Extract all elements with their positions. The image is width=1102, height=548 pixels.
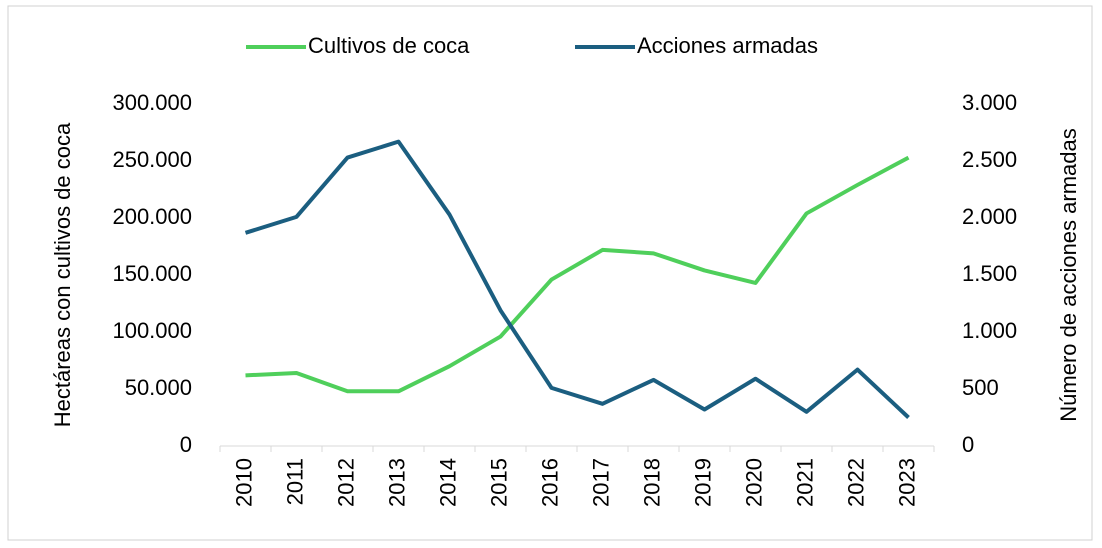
y-tick-label: 250.000 <box>112 147 192 172</box>
y2-tick-label: 2.000 <box>962 204 1017 229</box>
y2-axis-label: Número de acciones armadas <box>1056 128 1081 421</box>
x-tick-label: 2013 <box>384 458 409 507</box>
y-tick-label: 150.000 <box>112 261 192 286</box>
y-tick-label: 0 <box>180 432 192 457</box>
x-tick-label: 2012 <box>333 458 358 507</box>
series-line <box>244 139 910 419</box>
y2-tick-label: 1.500 <box>962 261 1017 286</box>
y2-tick-label: 500 <box>962 375 999 400</box>
y-axis-label: Hectáreas con cultivos de coca <box>50 122 75 427</box>
x-tick-label: 2010 <box>231 458 256 507</box>
x-tick-label: 2011 <box>282 458 307 505</box>
x-tick-label: 2023 <box>894 458 919 507</box>
x-tick-label: 2017 <box>588 458 613 507</box>
series-line <box>245 155 910 394</box>
x-tick-label: 2014 <box>435 458 460 507</box>
x-tick-label: 2016 <box>537 458 562 507</box>
x-tick-label: 2015 <box>486 458 511 507</box>
y2-tick-label: 0 <box>962 432 974 457</box>
y2-tick-label: 1.000 <box>962 318 1017 343</box>
y-tick-label: 300.000 <box>112 90 192 115</box>
y-tick-label: 50.000 <box>125 375 192 400</box>
legend-label: Acciones armadas <box>637 33 818 58</box>
x-tick-label: 2022 <box>843 458 868 507</box>
x-tick-label: 2021 <box>792 458 817 507</box>
y2-tick-label: 3.000 <box>962 90 1017 115</box>
y-tick-label: 200.000 <box>112 204 192 229</box>
x-tick-label: 2019 <box>690 458 715 507</box>
x-tick-label: 2018 <box>639 458 664 507</box>
y2-tick-label: 2.500 <box>962 147 1017 172</box>
legend-label: Cultivos de coca <box>308 33 470 58</box>
chart-border <box>7 5 1093 541</box>
y-tick-label: 100.000 <box>112 318 192 343</box>
x-tick-label: 2020 <box>741 458 766 507</box>
